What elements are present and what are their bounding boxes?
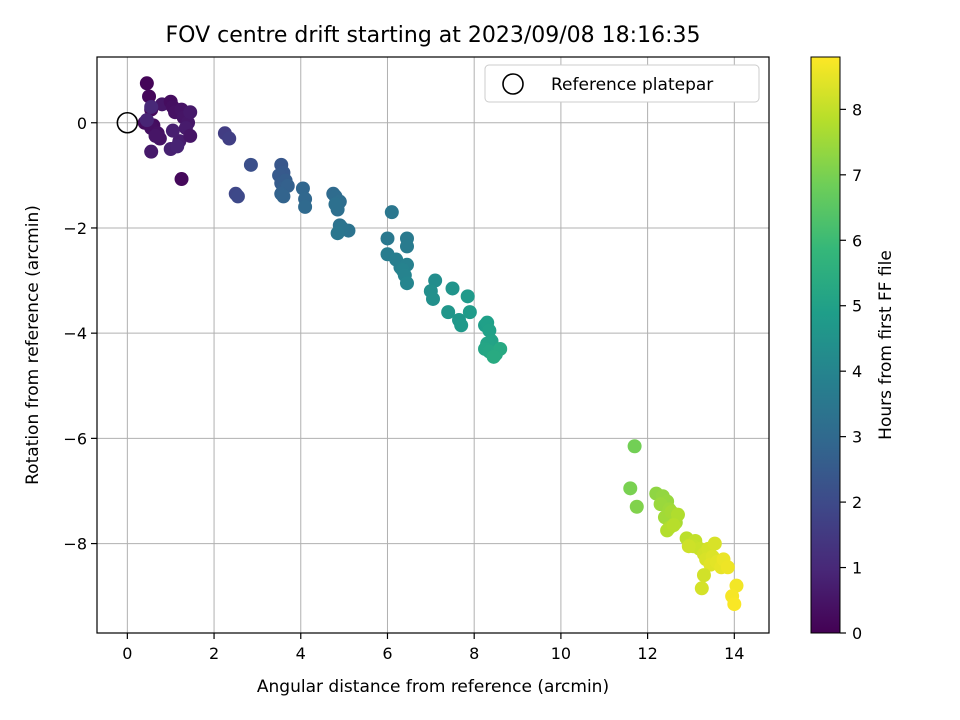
- data-point: [486, 349, 501, 364]
- data-point: [629, 499, 644, 514]
- data-point: [670, 507, 685, 522]
- data-point: [445, 281, 460, 296]
- reference-platepar-marker: [116, 111, 139, 134]
- colorbar-tick-label: 3: [852, 428, 862, 447]
- data-point: [623, 481, 638, 496]
- x-axis-label: Angular distance from reference (arcmin): [257, 677, 609, 697]
- data-point: [380, 231, 395, 246]
- colorbar-ticks: 0 1 2 3 4 5 6 7 8: [840, 100, 862, 643]
- data-point: [144, 144, 159, 159]
- y-tick-label: −4: [63, 324, 87, 343]
- colorbar-tick-label: 6: [852, 231, 862, 250]
- data-point: [170, 139, 185, 154]
- data-point: [399, 276, 414, 291]
- colorbar-tick-label: 8: [852, 100, 862, 119]
- data-point: [441, 305, 456, 320]
- data-point: [720, 560, 735, 575]
- colorbar-tick-label: 1: [852, 559, 862, 578]
- data-point: [729, 578, 744, 593]
- x-tick-label: 4: [296, 644, 306, 663]
- data-point: [328, 197, 343, 212]
- data-point: [139, 113, 154, 128]
- colorbar-tick-label: 7: [852, 166, 862, 185]
- data-point: [295, 181, 310, 196]
- data-point: [462, 305, 477, 320]
- data-point: [174, 172, 189, 187]
- colorbar-tick-label: 5: [852, 297, 862, 316]
- x-tick-label: 10: [551, 644, 571, 663]
- chart-title: FOV centre drift starting at 2023/09/08 …: [166, 23, 701, 48]
- data-point: [183, 105, 198, 120]
- data-point: [142, 89, 157, 104]
- data-point: [399, 239, 414, 254]
- data-point: [139, 76, 154, 91]
- legend-label: Reference platepar: [551, 75, 713, 95]
- data-points: [137, 76, 744, 612]
- y-axis-ticks: 0 −2 −4 −6 −8: [63, 114, 97, 554]
- y-tick-label: −2: [63, 219, 87, 238]
- data-point: [183, 128, 198, 143]
- data-point: [222, 131, 237, 146]
- data-point: [694, 581, 709, 596]
- colorbar-tick-label: 0: [852, 624, 862, 643]
- x-tick-label: 2: [209, 644, 219, 663]
- data-point: [144, 99, 159, 114]
- x-tick-label: 8: [469, 644, 479, 663]
- data-point: [276, 189, 291, 204]
- y-tick-label: −6: [63, 429, 87, 448]
- data-point: [696, 568, 711, 583]
- data-point: [384, 205, 399, 220]
- data-point: [426, 291, 440, 306]
- x-tick-label: 12: [637, 644, 657, 663]
- data-point: [298, 199, 313, 214]
- x-tick-label: 0: [122, 644, 132, 663]
- x-tick-label: 14: [724, 644, 744, 663]
- legend-box: [484, 64, 760, 103]
- y-axis-label: Rotation from reference (arcmin): [23, 205, 43, 485]
- colorbar-label: Hours from first FF file: [876, 250, 896, 440]
- data-point: [165, 123, 180, 138]
- data-point: [460, 289, 475, 304]
- data-point: [330, 226, 345, 241]
- data-point: [454, 318, 469, 333]
- y-tick-label: 0: [77, 114, 87, 133]
- data-point: [627, 439, 642, 454]
- data-point: [727, 597, 742, 612]
- grid-lines: [97, 57, 769, 633]
- x-tick-label: 6: [382, 644, 392, 663]
- y-tick-label: −8: [63, 535, 87, 554]
- plot-frame: [96, 56, 770, 634]
- data-point: [707, 536, 722, 551]
- legend-marker: [502, 73, 524, 95]
- data-point: [666, 518, 681, 533]
- data-point: [681, 539, 696, 554]
- data-point: [243, 157, 258, 172]
- colorbar-tick-label: 2: [852, 493, 862, 512]
- data-point: [428, 273, 443, 288]
- x-axis-ticks: 0 2 4 6 8 10 12 14: [122, 633, 744, 663]
- legend: Reference platepar: [484, 64, 760, 103]
- data-point: [230, 189, 245, 204]
- data-point: [482, 323, 497, 338]
- colorbar-tick-label: 4: [852, 362, 862, 381]
- colorbar: [810, 56, 841, 634]
- data-point: [148, 128, 163, 143]
